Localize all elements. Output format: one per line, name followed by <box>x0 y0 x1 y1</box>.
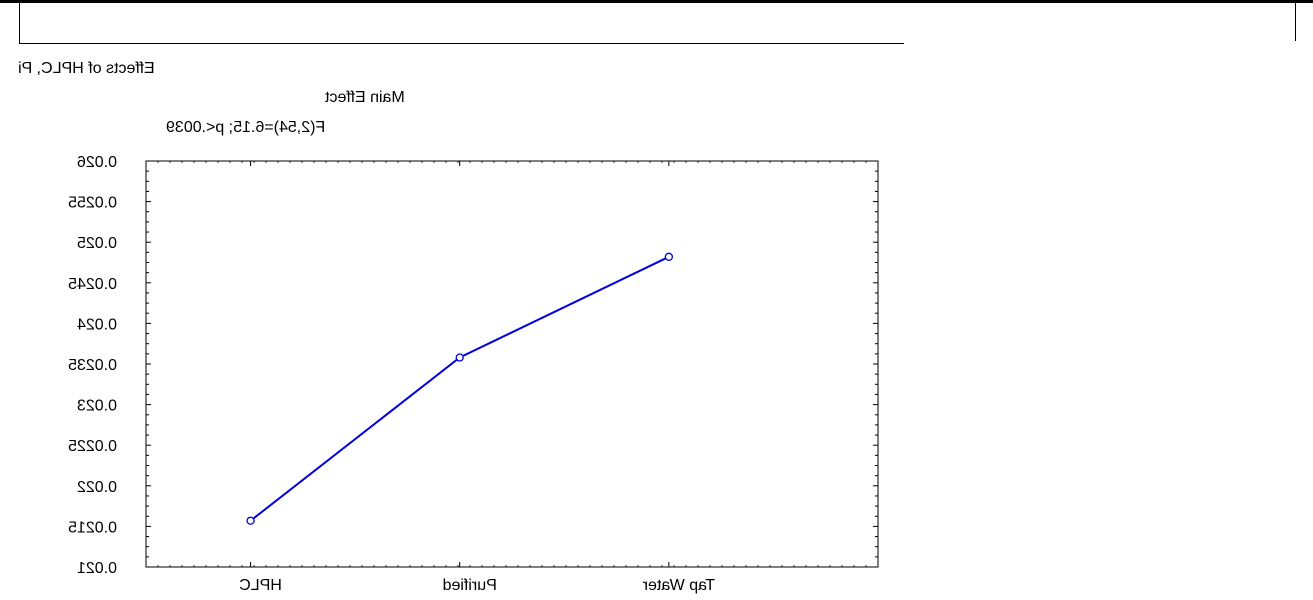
plot-frame <box>145 160 879 568</box>
y-tick-label: 0.0225 <box>68 438 117 455</box>
y-tick-label: 0.022 <box>77 479 117 496</box>
divider-gap <box>904 41 1297 47</box>
y-tick-label: 0.023 <box>77 398 117 415</box>
data-point <box>664 252 674 261</box>
y-tick-label: 0.0215 <box>68 519 117 536</box>
y-tick-label: 0.0255 <box>68 195 117 212</box>
series-line <box>249 255 670 522</box>
y-tick-label: 0.026 <box>77 154 117 171</box>
x-tick-label: Tap Water <box>642 577 715 594</box>
chart-title-box <box>19 3 1296 44</box>
data-point <box>246 516 255 525</box>
x-tick-label: Purified <box>443 577 497 594</box>
y-tick-label: 0.0245 <box>68 276 117 293</box>
data-point <box>455 353 464 362</box>
y-tick-label: 0.021 <box>77 560 117 577</box>
y-tick-label: 0.024 <box>77 316 117 333</box>
y-tick-label: 0.0235 <box>68 357 117 374</box>
x-tick-label: HPLC <box>239 577 282 594</box>
y-tick-label: 0.025 <box>77 235 117 252</box>
top-border <box>0 0 1313 3</box>
